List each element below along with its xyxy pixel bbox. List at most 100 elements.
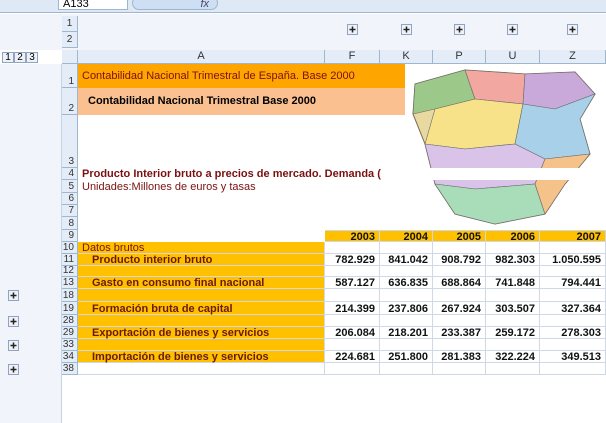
year-header[interactable]: 2007 (540, 230, 606, 242)
value-cell[interactable]: 841.042 (380, 254, 433, 266)
cell-a[interactable]: Datos brutos (78, 242, 325, 254)
cell-a[interactable] (78, 363, 325, 375)
value-cell[interactable] (325, 289, 380, 302)
cell-a[interactable]: Producto Interior bruto a precios de mer… (78, 168, 606, 180)
row-expand-button[interactable] (8, 340, 19, 351)
row-expand-button[interactable] (8, 364, 19, 375)
year-header[interactable]: 2004 (380, 230, 433, 242)
row-header[interactable]: 10 (62, 242, 78, 254)
row-header[interactable]: 4 (62, 168, 78, 180)
row-expand-button[interactable] (8, 316, 19, 327)
value-cell[interactable]: 327.364 (540, 302, 606, 315)
row-expand-button[interactable] (8, 290, 19, 301)
cell-a[interactable]: Unidades:Millones de euros y tasas (78, 180, 325, 193)
value-cell[interactable] (380, 266, 433, 277)
value-cell[interactable] (486, 289, 540, 302)
row-header[interactable]: 3 (62, 115, 78, 168)
outline-level-button[interactable]: 2 (14, 52, 26, 63)
cell-a[interactable] (78, 315, 325, 327)
column-header[interactable]: F (325, 50, 380, 64)
value-cell[interactable] (486, 266, 540, 277)
cell-a[interactable] (78, 289, 325, 302)
value-cell[interactable] (380, 289, 433, 302)
value-cell[interactable]: 908.792 (433, 254, 486, 266)
value-cell[interactable]: 224.681 (325, 351, 380, 363)
column-header[interactable]: K (380, 50, 433, 64)
row-header[interactable]: 38 (62, 363, 78, 375)
value-cell[interactable] (540, 315, 606, 327)
column-expand-button[interactable] (347, 24, 358, 35)
column-expand-button[interactable] (401, 24, 412, 35)
column-header[interactable]: Z (540, 50, 606, 64)
value-cell[interactable] (433, 266, 486, 277)
column-expand-button[interactable] (507, 24, 518, 35)
name-box[interactable]: A133 (58, 0, 128, 10)
cell-a[interactable] (78, 205, 325, 217)
value-cell[interactable]: 233.387 (433, 327, 486, 339)
value-cell[interactable] (433, 339, 486, 351)
value-cell[interactable]: 982.303 (486, 254, 540, 266)
value-cell[interactable] (380, 315, 433, 327)
value-cell[interactable] (380, 242, 433, 254)
outline-level-button[interactable]: 3 (26, 52, 38, 63)
column-expand-button[interactable] (454, 24, 465, 35)
value-cell[interactable] (486, 363, 540, 375)
value-cell[interactable]: 218.201 (380, 327, 433, 339)
year-header[interactable]: 2005 (433, 230, 486, 242)
value-cell[interactable] (380, 339, 433, 351)
value-cell[interactable] (486, 242, 540, 254)
value-cell[interactable] (325, 266, 380, 277)
column-expand-button[interactable] (567, 24, 578, 35)
value-cell[interactable]: 206.084 (325, 327, 380, 339)
row-header[interactable]: 34 (62, 351, 78, 363)
fx-button[interactable]: fx (132, 0, 218, 10)
value-cell[interactable]: 214.399 (325, 302, 380, 315)
value-cell[interactable]: 636.835 (380, 277, 433, 289)
year-header[interactable]: 2006 (486, 230, 540, 242)
row-header[interactable]: 18 (62, 289, 78, 302)
value-cell[interactable]: 688.864 (433, 277, 486, 289)
value-cell[interactable] (433, 289, 486, 302)
outline-level-button[interactable]: 1 (2, 52, 14, 63)
value-cell[interactable] (325, 242, 380, 254)
cell-a[interactable]: Formación bruta de capital (78, 302, 325, 315)
value-cell[interactable] (540, 289, 606, 302)
value-cell[interactable]: 251.800 (380, 351, 433, 363)
value-cell[interactable] (325, 363, 380, 375)
cell-a[interactable]: Contabilidad Nacional Trimestral Base 20… (78, 88, 405, 115)
cell-a[interactable] (78, 193, 325, 205)
row-header[interactable]: 28 (62, 315, 78, 327)
value-cell[interactable]: 281.383 (433, 351, 486, 363)
value-cell[interactable]: 267.924 (433, 302, 486, 315)
year-header[interactable]: 2003 (325, 230, 380, 242)
row-header[interactable]: 7 (62, 205, 78, 217)
value-cell[interactable] (486, 339, 540, 351)
column-header[interactable]: P (433, 50, 486, 64)
value-cell[interactable] (433, 363, 486, 375)
value-cell[interactable]: 349.513 (540, 351, 606, 363)
value-cell[interactable] (380, 363, 433, 375)
row-header[interactable]: 2 (62, 88, 78, 115)
value-cell[interactable]: 259.172 (486, 327, 540, 339)
value-cell[interactable]: 1.050.595 (540, 254, 606, 266)
value-cell[interactable]: 782.929 (325, 254, 380, 266)
row-header[interactable]: 33 (62, 339, 78, 351)
row-header[interactable]: 19 (62, 302, 78, 315)
value-cell[interactable]: 303.507 (486, 302, 540, 315)
cell-a[interactable]: Producto interior bruto (78, 254, 325, 266)
value-cell[interactable]: 587.127 (325, 277, 380, 289)
row-header[interactable]: 9 (62, 230, 78, 242)
cell-a[interactable]: Gasto en consumo final nacional (78, 277, 325, 289)
value-cell[interactable] (325, 315, 380, 327)
value-cell[interactable]: 741.848 (486, 277, 540, 289)
value-cell[interactable] (540, 266, 606, 277)
cell-a[interactable] (78, 115, 325, 168)
cell-a[interactable]: Contabilidad Nacional Trimestral de Espa… (78, 64, 405, 88)
column-header[interactable]: A (78, 50, 325, 64)
value-cell[interactable] (433, 242, 486, 254)
value-cell[interactable] (433, 315, 486, 327)
row-header[interactable]: 1 (62, 64, 78, 88)
value-cell[interactable] (486, 315, 540, 327)
value-cell[interactable]: 278.303 (540, 327, 606, 339)
value-cell[interactable]: 794.441 (540, 277, 606, 289)
